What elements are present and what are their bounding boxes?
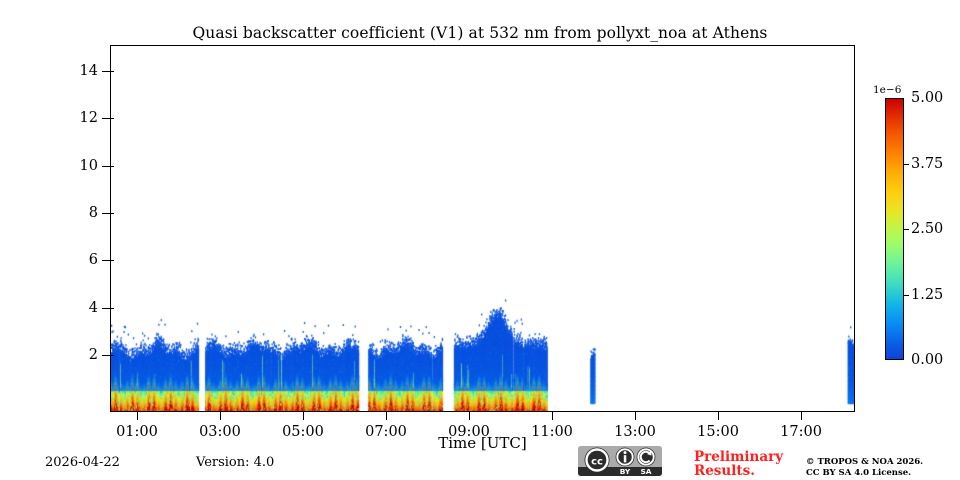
colorbar-exponent: 1e−6 [873, 84, 902, 96]
heatmap-canvas [111, 46, 854, 411]
y-axis-tick-label: 4 [88, 299, 98, 316]
y-axis-tick-label: 10 [79, 157, 98, 174]
y-axis-tick-label: 6 [88, 252, 98, 269]
copyright-line-1: © TROPOS & NOA 2026. [806, 457, 924, 467]
colorbar-gradient [885, 98, 904, 360]
plot-area [110, 45, 855, 412]
y-axis-tick-inner [110, 355, 114, 357]
colorbar-tick [904, 294, 909, 296]
copyright-note: © TROPOS & NOA 2026. CC BY SA 4.0 Licens… [806, 457, 923, 479]
x-axis-tick [136, 412, 138, 420]
preliminary-results-note: Preliminary Results. [694, 450, 804, 478]
colorbar-tick-label: 1.25 [911, 286, 944, 303]
preliminary-line-2: Results. [694, 463, 755, 479]
x-axis-tick [635, 412, 637, 420]
x-axis-tick-label: 01:00 [116, 424, 158, 440]
y-axis-tick-inner [110, 71, 114, 73]
colorbar-tick [904, 163, 909, 165]
colorbar-tick-label: 0.00 [911, 352, 944, 368]
y-axis-tick [102, 71, 110, 73]
y-axis-tick-label: 8 [88, 205, 98, 222]
y-axis-tick [102, 165, 110, 167]
footer-version: Version: 4.0 [196, 455, 275, 470]
preliminary-line-1: Preliminary [694, 449, 784, 465]
y-axis-tick [102, 260, 110, 262]
y-axis-tick-inner [110, 260, 114, 262]
y-axis-tick-inner [110, 213, 114, 215]
x-axis-tick [302, 412, 304, 420]
badge-by-label: BY [620, 467, 631, 476]
colorbar-tick-label: 3.75 [911, 155, 944, 172]
y-axis-tick [102, 118, 110, 120]
x-axis-tick-label: 11:00 [531, 424, 573, 440]
y-axis-tick [102, 355, 110, 357]
x-axis-tick-label: 15:00 [697, 424, 739, 440]
y-axis-tick-label: 14 [79, 63, 98, 80]
copyright-line-2: CC BY SA 4.0 License. [806, 468, 912, 478]
x-axis-tick-label: 09:00 [448, 424, 490, 440]
x-axis-tick-label: 17:00 [780, 424, 822, 440]
x-axis-tick [469, 412, 470, 420]
x-axis-tick-label: 03:00 [199, 424, 241, 440]
x-axis-tick-label: 05:00 [282, 424, 324, 440]
cc-by-sa-badge-icon[interactable]: cc BY SA [578, 446, 662, 476]
x-axis-label: Time [UTC] [438, 434, 527, 452]
x-axis-tick [386, 412, 387, 420]
x-axis-tick [552, 412, 554, 420]
colorbar-tick-label: 2.50 [911, 221, 944, 237]
y-axis-tick-inner [110, 307, 114, 309]
x-axis-tick [219, 412, 221, 420]
colorbar-tick-label: 5.00 [911, 90, 944, 106]
colorbar-tick [904, 229, 909, 230]
y-axis-tick [102, 307, 110, 309]
x-axis-tick-label: 13:00 [614, 424, 656, 440]
x-axis-tick [718, 412, 720, 420]
footer-date: 2026-04-22 [45, 455, 120, 470]
svg-text:cc: cc [591, 457, 603, 468]
x-axis-tick-label: 07:00 [365, 424, 407, 440]
chart-title: Quasi backscatter coefficient (V1) at 53… [192, 24, 768, 42]
y-axis-tick-label: 12 [79, 110, 98, 127]
y-axis-tick-inner [110, 118, 114, 120]
y-axis-tick-label: 2 [88, 347, 98, 364]
badge-sa-label: SA [640, 467, 651, 476]
y-axis-tick-inner [110, 165, 114, 167]
x-axis-tick [801, 412, 803, 420]
colorbar [885, 98, 904, 360]
cc-badge-glyphs: cc BY SA [578, 446, 662, 476]
y-axis-tick [102, 213, 110, 215]
